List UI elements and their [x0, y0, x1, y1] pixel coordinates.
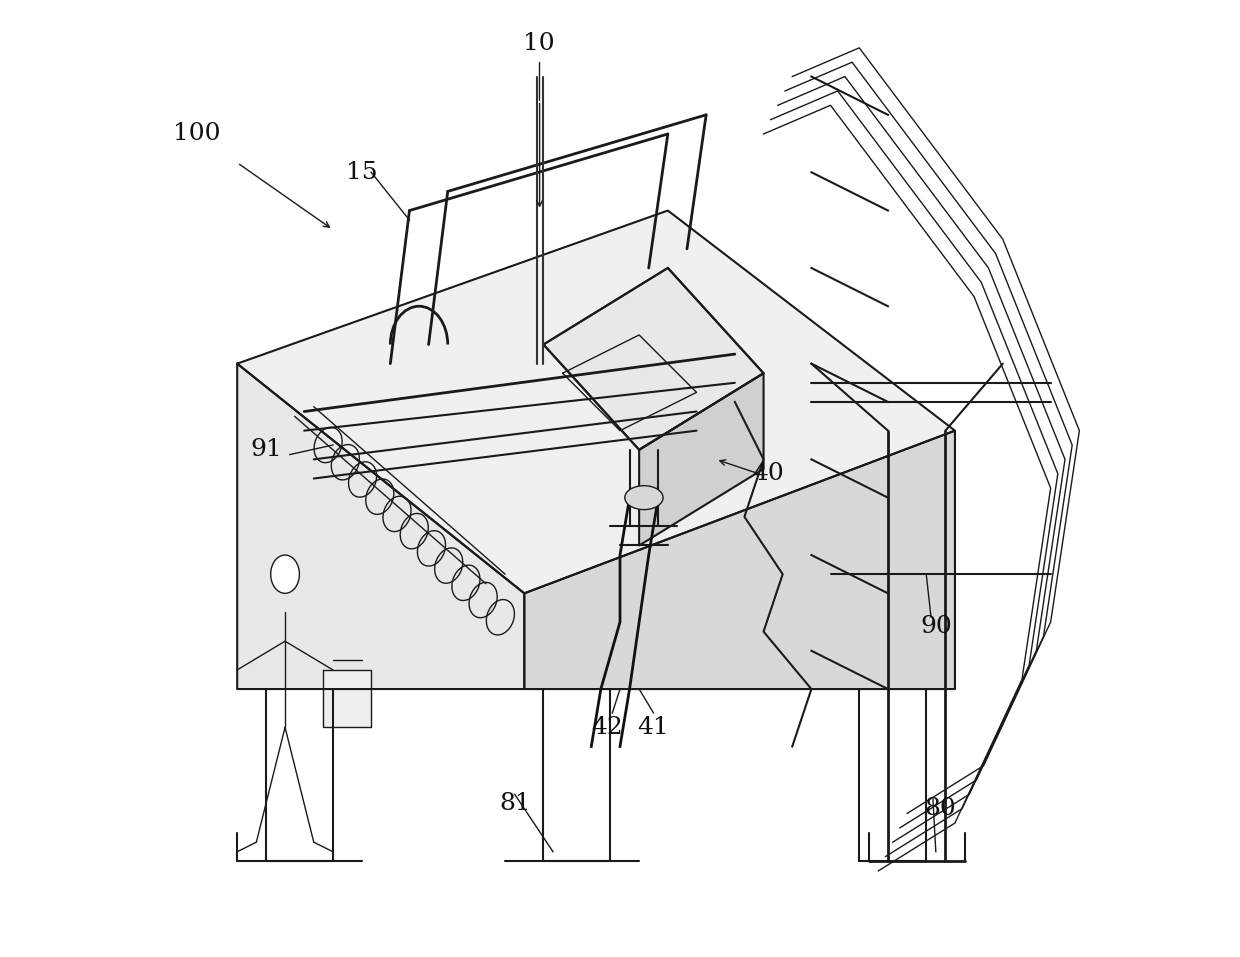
Polygon shape — [543, 268, 764, 450]
Text: 42: 42 — [591, 716, 624, 739]
Text: 81: 81 — [498, 792, 531, 815]
Text: 90: 90 — [920, 615, 951, 638]
Text: 15: 15 — [346, 161, 377, 184]
Polygon shape — [639, 373, 764, 545]
Text: 40: 40 — [753, 462, 784, 485]
Text: 91: 91 — [250, 438, 281, 461]
Text: 80: 80 — [925, 797, 956, 820]
Polygon shape — [324, 670, 371, 727]
Ellipse shape — [270, 555, 299, 593]
Text: 100: 100 — [174, 122, 221, 145]
Polygon shape — [525, 431, 955, 689]
Polygon shape — [543, 268, 764, 450]
Text: 41: 41 — [637, 716, 670, 739]
Text: 10: 10 — [523, 32, 554, 55]
Polygon shape — [237, 364, 525, 689]
Ellipse shape — [625, 486, 663, 509]
Polygon shape — [237, 211, 955, 593]
